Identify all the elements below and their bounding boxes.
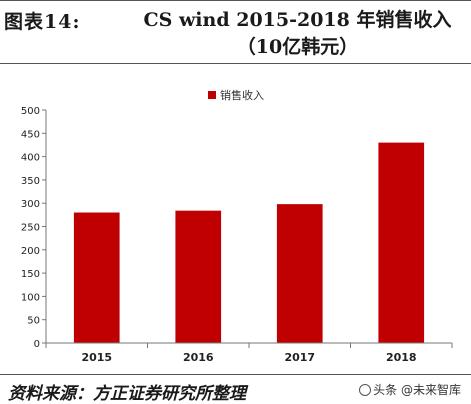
bar-2016	[175, 210, 222, 343]
bar-chart: 销售收入 0 50 100 150 200 250 300 350 400 450 500 2015…	[21, 88, 453, 364]
x-tick-label: 2016	[183, 351, 214, 364]
watermark-icon	[359, 384, 372, 396]
y-tick-label: 400	[21, 153, 40, 164]
bar-2018	[378, 142, 425, 343]
figure-label: 图表14:	[4, 11, 81, 33]
bars	[73, 142, 425, 343]
y-tick-label: 300	[21, 199, 40, 210]
source-text: 资料来源：方正证券研究所整理	[8, 384, 246, 404]
y-tick-label: 200	[21, 246, 40, 257]
y-tick-label: 250	[21, 223, 40, 234]
y-tick-label: 350	[21, 176, 40, 187]
y-tick-label: 50	[27, 316, 40, 327]
figure-title: CS wind 2015-2018 年销售收入（10亿韩元）	[143, 9, 452, 58]
legend-label: 销售收入	[220, 88, 264, 102]
y-axis: 0 50 100 150 200 250 300 350 400 450 500	[21, 106, 47, 350]
x-tick-label: 2015	[81, 351, 112, 364]
bar-2015	[73, 212, 120, 343]
x-tick-label: 2017	[284, 351, 315, 364]
y-tick-label: 0	[34, 339, 40, 350]
y-tick-label: 100	[21, 292, 40, 303]
source-row: 资料来源：方正证券研究所整理 头条 @未来智库	[0, 374, 471, 404]
y-tick-label: 450	[21, 129, 40, 140]
y-tick-label: 150	[21, 269, 40, 280]
bar-2017	[276, 204, 323, 343]
title-bar: 图表14: CS wind 2015-2018 年销售收入（10亿韩元）	[0, 0, 471, 64]
legend-swatch	[208, 91, 216, 99]
legend: 销售收入	[208, 88, 264, 102]
watermark-text: 头条 @未来智库	[373, 383, 461, 397]
chart-area: 销售收入 0 50 100 150 200 250 300 350 400 450 500 2015…	[8, 66, 466, 374]
x-axis: 2015 2016 2017 2018	[45, 342, 453, 364]
y-tick-label: 500	[21, 106, 40, 117]
watermark: 头条 @未来智库	[359, 381, 461, 398]
x-tick-label: 2018	[386, 351, 417, 364]
